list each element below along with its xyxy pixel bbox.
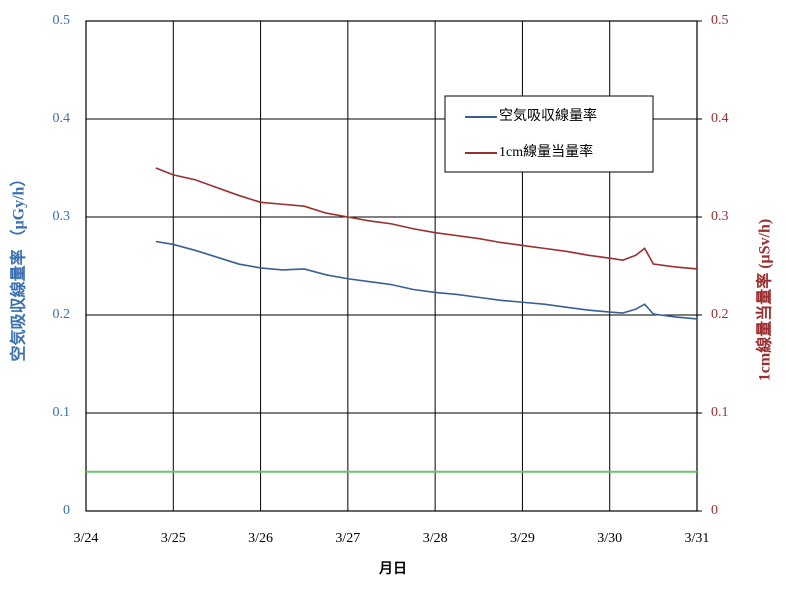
x-tick-label: 3/25	[161, 531, 186, 546]
y-tick-label: 0.1	[53, 405, 71, 420]
x-axis-title: 月日	[378, 561, 407, 577]
x-tick-label: 3/30	[597, 531, 622, 546]
legend-label: 空気吸収線量率	[499, 107, 597, 124]
series-line	[155, 240, 698, 320]
legend-box	[444, 95, 654, 173]
y2-tick-label: 0.4	[711, 111, 729, 126]
x-tick-label: 3/28	[423, 531, 448, 546]
y2-tick-label: 0.1	[711, 405, 729, 420]
x-tick-label: 3/24	[74, 531, 99, 546]
y2-tick-label: 0	[711, 503, 718, 518]
x-tick-label: 3/31	[685, 531, 710, 546]
series-line	[155, 167, 698, 270]
x-tick-label: 3/27	[335, 531, 360, 546]
y-axis-title: 空気吸収線量率 （μGy/h）	[9, 171, 28, 362]
x-tick-label: 3/26	[248, 531, 273, 546]
y-tick-label: 0.3	[53, 209, 71, 224]
y-tick-label: 0.5	[53, 13, 71, 28]
y2-tick-label: 0.5	[711, 13, 729, 28]
y-tick-label: 0.4	[53, 111, 71, 126]
plot-frame	[85, 20, 698, 512]
y2-tick-label: 0.3	[711, 209, 729, 224]
y2-axis-title: 1cm線量当量率 (μSv/h)	[755, 219, 774, 381]
legend-label: 1cm線量当量率	[499, 143, 593, 160]
y2-tick-label: 0.2	[711, 307, 729, 322]
y-tick-label: 0	[63, 503, 70, 518]
x-tick-label: 3/29	[510, 531, 535, 546]
y-tick-label: 0.2	[53, 307, 71, 322]
